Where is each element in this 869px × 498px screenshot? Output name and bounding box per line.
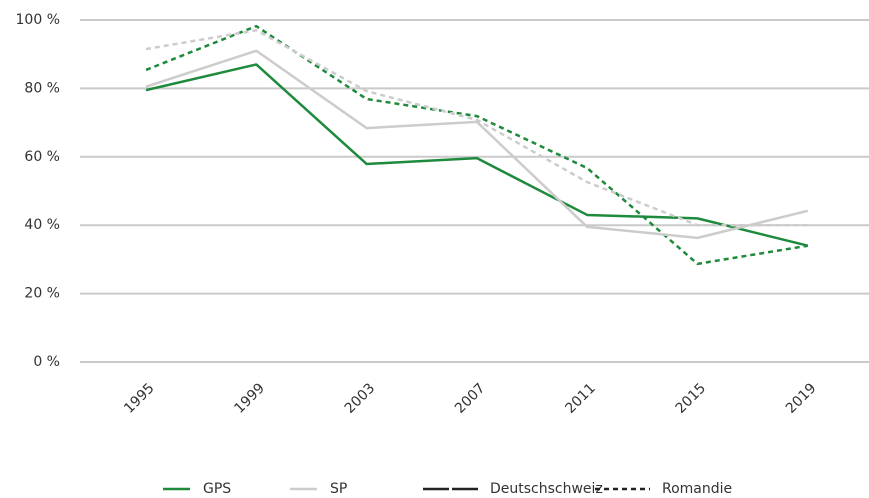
legend-label: Romandie	[662, 481, 732, 497]
y-tick-label: 20 %	[24, 286, 60, 302]
legend-label: GPS	[203, 481, 231, 497]
x-tick-label: 2007	[452, 380, 489, 417]
line	[145, 63, 809, 247]
legend-label: SP	[330, 481, 347, 497]
line	[145, 24, 809, 266]
line	[145, 49, 809, 240]
x-tick-label: 1995	[121, 380, 158, 417]
y-tick-label: 40 %	[24, 217, 60, 233]
y-tick-label: 100 %	[16, 12, 60, 28]
y-tick-label: 0 %	[33, 354, 60, 370]
x-tick-label: 1999	[231, 380, 268, 417]
line	[145, 29, 808, 227]
y-tick-label: 80 %	[24, 80, 60, 96]
x-tick-label: 2015	[673, 380, 710, 417]
x-tick-label: 2011	[562, 380, 599, 417]
y-tick-label: 60 %	[24, 149, 60, 165]
legend-label: Deutschschweiz	[490, 481, 603, 497]
x-tick-label: 2003	[342, 380, 379, 417]
x-tick-label: 2019	[783, 380, 820, 417]
